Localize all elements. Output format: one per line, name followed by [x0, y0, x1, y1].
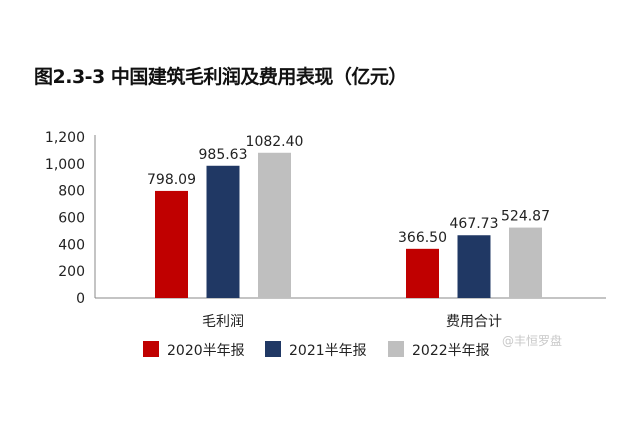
x-tick-label: 毛利润 [202, 314, 244, 330]
data-label: 524.87 [501, 209, 550, 225]
y-tick-label: 400 [58, 237, 85, 253]
bar [155, 190, 188, 298]
legend-swatch [143, 341, 159, 357]
data-label: 798.09 [147, 172, 196, 188]
legend-swatch [265, 341, 281, 357]
data-label: 1082.40 [246, 134, 304, 150]
y-tick-label: 1,200 [45, 130, 85, 146]
data-label: 467.73 [450, 216, 499, 232]
legend-label: 2021半年报 [289, 343, 367, 359]
y-tick-label: 1,000 [45, 157, 85, 173]
data-label: 366.50 [398, 230, 447, 246]
y-tick-label: 600 [58, 211, 85, 227]
bar [457, 235, 491, 298]
x-tick-label: 费用合计 [446, 314, 502, 330]
bar [206, 165, 240, 298]
y-tick-label: 0 [76, 291, 85, 307]
data-label: 985.63 [199, 147, 248, 163]
legend-swatch [388, 341, 404, 357]
y-tick-label: 200 [58, 264, 85, 280]
bar [406, 248, 439, 298]
bar [258, 152, 291, 298]
watermark: @丰恒罗盘 [502, 334, 563, 348]
legend-label: 2020半年报 [167, 343, 245, 359]
bar [509, 227, 542, 298]
y-tick-label: 800 [58, 184, 85, 200]
chart-title: 图2.3-3 中国建筑毛利润及费用表现（亿元） [34, 66, 407, 88]
legend-label: 2022半年报 [412, 343, 490, 359]
